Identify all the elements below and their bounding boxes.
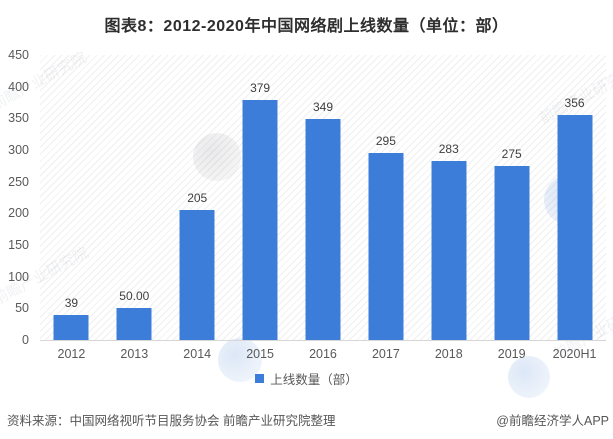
bar <box>179 210 215 340</box>
y-tick-label: 50 <box>15 301 29 316</box>
legend-marker-icon <box>255 373 265 383</box>
x-axis-label: 2018 <box>434 347 463 361</box>
y-tick-label: 450 <box>8 48 29 62</box>
bar <box>242 99 278 340</box>
bar-value-label: 349 <box>312 99 333 114</box>
bar <box>305 118 341 340</box>
x-axis-label: 2020H1 <box>552 347 597 361</box>
credit-note: @前瞻经济学人APP <box>496 414 609 428</box>
bar-value-label: 379 <box>250 80 271 95</box>
bar <box>557 114 593 340</box>
bar-value-label: 295 <box>375 134 396 149</box>
y-tick-label: 200 <box>8 206 29 221</box>
x-axis-label: 2019 <box>497 347 526 361</box>
y-tick-label: 350 <box>8 111 29 126</box>
bar-value-label: 275 <box>501 146 522 161</box>
bar-value-label: 39 <box>64 296 79 311</box>
bar-slot: 275 <box>480 55 543 340</box>
bar-value-label: 283 <box>438 141 459 156</box>
y-tick-label: 150 <box>8 238 29 252</box>
bar-slot: 39 <box>40 55 103 340</box>
y-tick-label: 400 <box>8 79 29 94</box>
legend-label: 上线数量（部） <box>270 372 358 387</box>
x-axis: 2012 2013 2014 2015 2016 2017 2018 2019 2020H1 <box>40 347 606 365</box>
x-axis-label: 2013 <box>120 347 149 361</box>
x-axis-label: 2014 <box>183 347 212 361</box>
x-axis-label: 2016 <box>309 347 337 361</box>
y-tick-label: 250 <box>8 174 29 189</box>
legend: 上线数量（部） <box>0 370 613 387</box>
x-axis-label: 2015 <box>246 347 274 361</box>
y-tick-label: 100 <box>8 269 29 284</box>
bar-slot: 349 <box>292 55 355 340</box>
bar-value-label: 356 <box>564 95 585 110</box>
bar-value-label: 50.00 <box>119 289 150 304</box>
y-axis: 0 50 100 150 200 250 300 350 400 450 <box>0 48 34 347</box>
x-axis-label: 2017 <box>371 347 400 361</box>
bar-slot: 205 <box>166 55 229 340</box>
bar-slot: 379 <box>229 55 292 340</box>
bar <box>116 308 152 340</box>
source-note: 资料来源：中国网络视听节目服务协会 前瞻产业研究院整理 <box>7 414 336 428</box>
bar-slot: 50.00 <box>103 55 166 340</box>
y-tick-label: 0 <box>22 333 29 347</box>
bar-slot: 356 <box>543 55 606 340</box>
bar-slot: 295 <box>354 55 417 340</box>
x-axis-label: 2012 <box>57 347 86 361</box>
bar <box>368 153 404 340</box>
bar <box>494 165 530 340</box>
y-tick-label: 300 <box>8 143 29 157</box>
bar <box>431 160 467 340</box>
chart-title: 图表8：2012-2020年中国网络剧上线数量（单位：部） <box>104 18 509 35</box>
bar-value-label: 205 <box>187 191 208 206</box>
bar <box>53 315 89 340</box>
plot-area: 39 50.00 205 379 349 295 283 275 356 <box>40 55 606 341</box>
bar-slot: 283 <box>417 55 480 340</box>
